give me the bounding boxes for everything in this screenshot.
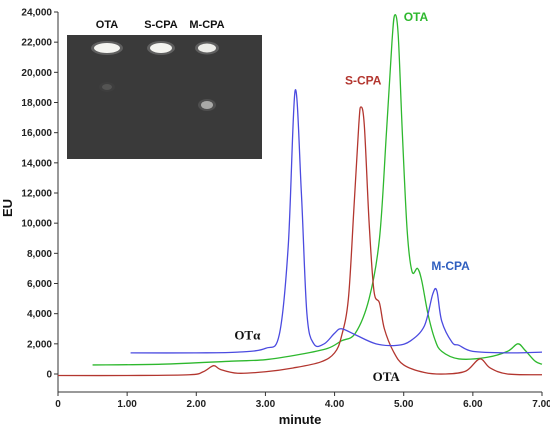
peak-annotation: S-CPA: [345, 73, 382, 87]
series-layer: [57, 14, 543, 377]
gel-spot: [102, 84, 112, 90]
y-tick-label: 8,000: [27, 249, 52, 260]
y-tick-label: 24,000: [21, 8, 52, 19]
y-tick-label: 20,000: [21, 68, 52, 79]
y-tick-label: 12,000: [21, 189, 52, 200]
x-tick-label: 0: [55, 399, 61, 410]
x-tick-label: 4.00: [325, 399, 345, 410]
x-tick-label: 3.00: [256, 399, 276, 410]
x-tick-label: 7.00: [532, 399, 550, 410]
gel-spot: [94, 43, 120, 53]
inset-lane-label: S-CPA: [144, 19, 177, 31]
series-line-m-cpa: [130, 89, 543, 354]
y-tick-label: 22,000: [21, 38, 52, 49]
x-tick-label: 5.00: [394, 399, 414, 410]
y-axis-title: EU: [0, 199, 15, 217]
peak-annotation: OTα: [234, 327, 261, 342]
gel-spot: [150, 43, 172, 53]
peak-annotation: OTA: [404, 10, 429, 24]
y-tick-label: 16,000: [21, 128, 52, 139]
y-tick-label: 0: [46, 370, 52, 381]
x-axis-title: minute: [279, 412, 322, 427]
y-tick-label: 4,000: [27, 309, 52, 320]
gel-spot: [201, 101, 213, 109]
y-tick-label: 2,000: [27, 339, 52, 350]
inset-lane-label: OTA: [96, 19, 118, 31]
gel-spot-halo: [99, 82, 115, 92]
y-tick-label: 14,000: [21, 158, 52, 169]
peak-annotation: OTA: [373, 369, 401, 384]
annotation-layer: OTA S-CPA M-CPA OTα OTA: [234, 10, 470, 384]
axes-layer: 0 2,000 4,000 6,000 8,000 10,000 12,000 14,000 1…: [21, 8, 550, 411]
y-tick-label: 6,000: [27, 279, 52, 290]
x-tick-label: 2.00: [187, 399, 207, 410]
y-tick-label: 10,000: [21, 219, 52, 230]
x-tick-label: 6.00: [463, 399, 483, 410]
inset-photo: OTA S-CPA M-CPA: [67, 19, 262, 159]
series-line-s-cpa: [57, 106, 543, 377]
inset-background: [67, 35, 262, 159]
y-tick-label: 18,000: [21, 98, 52, 109]
x-tick-label: 1.00: [117, 399, 137, 410]
gel-spot: [198, 43, 216, 53]
inset-lane-label: M-CPA: [189, 19, 224, 31]
series-line-ota: [92, 14, 543, 366]
peak-annotation: M-CPA: [431, 259, 470, 273]
